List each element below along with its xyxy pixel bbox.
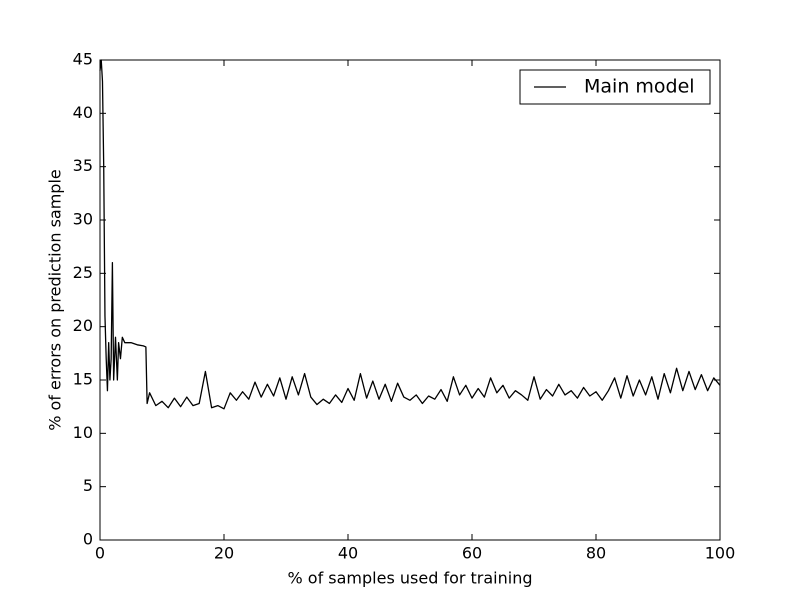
- y-tick-label: 15: [73, 370, 93, 389]
- x-axis-label: % of samples used for training: [287, 569, 532, 588]
- data-line: [99, 59, 721, 410]
- y-tick-label: 35: [73, 156, 93, 175]
- y-axis-label: % of errors on prediction sample: [46, 169, 65, 431]
- legend-label: Main model: [584, 76, 695, 98]
- y-tick-label: 10: [73, 423, 93, 442]
- y-tick-label: 0: [83, 530, 93, 549]
- x-tick-label: 60: [462, 544, 482, 563]
- y-tick-label: 40: [73, 103, 93, 122]
- y-tick-label: 5: [83, 476, 93, 495]
- x-tick-label: 20: [214, 544, 234, 563]
- x-tick-label: 0: [95, 544, 105, 563]
- y-tick-label: 25: [73, 263, 93, 282]
- y-tick-label: 20: [73, 316, 93, 335]
- y-tick-label: 30: [73, 210, 93, 229]
- y-tick-label: 45: [73, 50, 93, 69]
- x-tick-label: 40: [338, 544, 358, 563]
- plot-frame: [99, 59, 721, 541]
- x-tick-label: 100: [705, 544, 736, 563]
- x-tick-label: 80: [586, 544, 606, 563]
